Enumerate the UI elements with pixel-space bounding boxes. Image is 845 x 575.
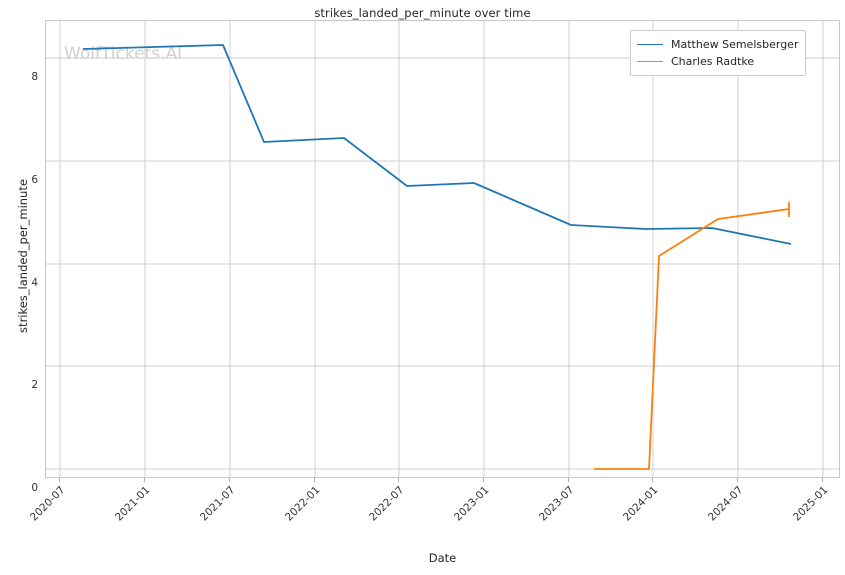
x-tick-label-2023-07: 2023-07 <box>536 484 577 524</box>
x-tick-mark-2023-01 <box>483 478 484 482</box>
y-tick-label-4: 4 <box>31 277 38 289</box>
chart-title: strikes_landed_per_minute over time <box>314 6 531 20</box>
legend-entry-matthew-semelsberger[interactable]: Matthew Semelsberger <box>637 36 798 53</box>
y-tick-label-2: 2 <box>31 379 38 391</box>
y-axis-label: strikes_landed_per_minute <box>16 179 30 333</box>
chart-legend[interactable]: Matthew Semelsberger Charles Radtke <box>630 30 807 76</box>
x-axis-tick-labels: 2020-07 2021-01 2021-07 2022-01 2022-07 … <box>28 478 840 548</box>
y-axis-tick-labels: 0 2 4 6 8 <box>0 20 38 494</box>
series-line-charles-radtke <box>594 208 790 470</box>
x-tick-label-2021-01: 2021-01 <box>112 484 153 524</box>
y-tick-label-0: 0 <box>31 482 38 494</box>
x-tick-label-2023-01: 2023-01 <box>451 484 492 524</box>
legend-label-matthew-semelsberger: Matthew Semelsberger <box>671 38 799 51</box>
x-tick-mark-2024-07 <box>737 478 738 482</box>
x-tick-mark-2022-07 <box>398 478 399 482</box>
x-tick-mark-2020-07 <box>59 478 60 482</box>
data-series-layer <box>82 44 792 470</box>
x-tick-mark-2021-07 <box>229 478 230 482</box>
x-tick-mark-2022-01 <box>314 478 315 482</box>
y-tick-label-8: 8 <box>31 71 38 83</box>
x-tick-mark-2021-01 <box>144 478 145 482</box>
x-tick-label-2025-01: 2025-01 <box>790 484 831 524</box>
x-tick-mark-2023-07 <box>568 478 569 482</box>
legend-swatch-line-icon <box>637 61 663 62</box>
x-tick-label-2024-01: 2024-01 <box>620 484 661 524</box>
x-axis-label: Date <box>428 551 457 565</box>
x-tick-label-2024-07: 2024-07 <box>705 484 746 524</box>
grid-lines <box>46 21 839 477</box>
x-tick-label-2022-07: 2022-07 <box>366 484 407 524</box>
x-tick-label-2021-07: 2021-07 <box>197 484 238 524</box>
x-tick-mark-2025-01 <box>822 478 823 482</box>
x-tick-mark-2024-01 <box>652 478 653 482</box>
legend-swatch-line-icon <box>637 44 663 45</box>
y-tick-label-6: 6 <box>31 174 38 186</box>
plot-area: WolfTickets.AI <box>45 20 840 478</box>
series-line-matthew-semelsberger <box>82 44 792 245</box>
legend-entry-charles-radtke[interactable]: Charles Radtke <box>637 53 798 70</box>
legend-label-charles-radtke: Charles Radtke <box>671 55 755 68</box>
x-tick-label-2022-01: 2022-01 <box>282 484 323 524</box>
